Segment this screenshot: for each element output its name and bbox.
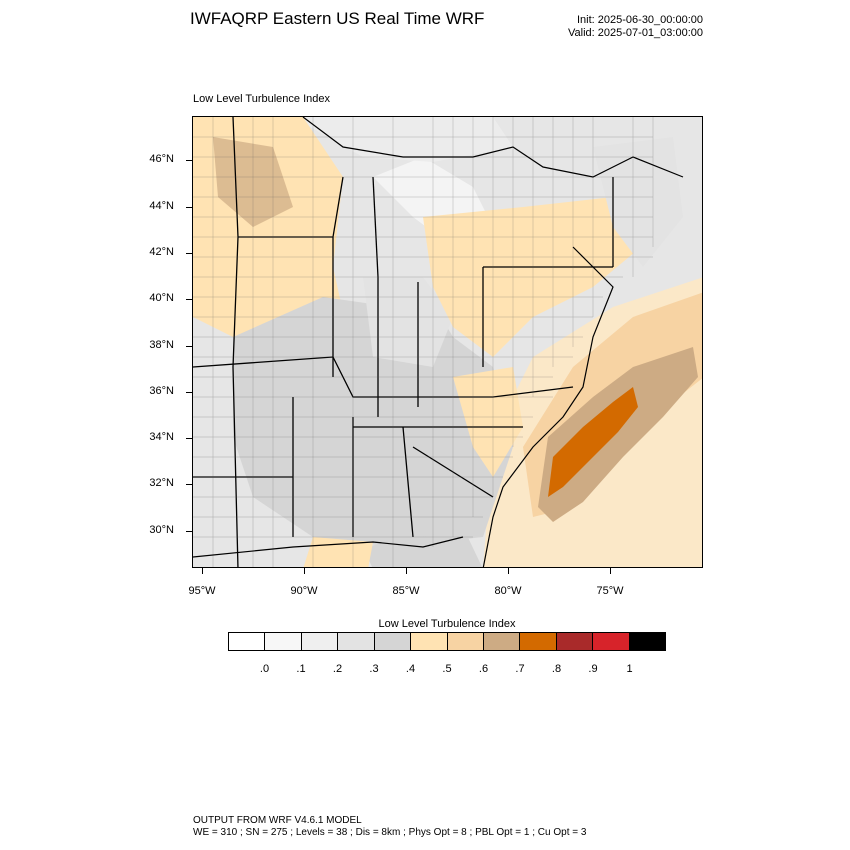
- colorbar-label: .8: [551, 663, 562, 675]
- lon-label: 75°W: [596, 585, 624, 597]
- colorbar-label: .6: [478, 663, 489, 675]
- gulf-coastline: [193, 536, 464, 558]
- colorbar-label: .3: [369, 663, 379, 675]
- colorbar-label: .7: [515, 663, 525, 675]
- lat-label: 42°N: [149, 246, 174, 258]
- colorbar-segment: [629, 633, 666, 650]
- lat-label: 46°N: [149, 153, 174, 165]
- lat-tick: [186, 207, 192, 208]
- chart-title: IWFAQRP Eastern US Real Time WRF: [190, 9, 485, 28]
- lat-tick: [186, 531, 192, 532]
- lon-tick: [406, 568, 407, 574]
- colorbar-segment: [593, 633, 630, 650]
- colorbar-segment: [520, 633, 557, 650]
- colorbar-segment: [229, 633, 266, 650]
- colorbar-segment: [556, 633, 594, 650]
- time-info: Init: 2025-06-30_00:00:00 Valid: 2025-07…: [568, 14, 703, 40]
- lon-tick: [508, 568, 509, 574]
- lat-label: 36°N: [149, 385, 174, 397]
- turbulence-orange-core: [548, 387, 638, 497]
- map-graphic: [193, 117, 702, 567]
- colorbar-segment: [338, 633, 375, 650]
- lat-tick: [186, 299, 192, 300]
- lat-tick: [186, 160, 192, 161]
- lat-label: 40°N: [149, 292, 174, 304]
- colorbar-label: .2: [332, 663, 343, 675]
- lat-label: 34°N: [149, 431, 174, 443]
- lon-tick: [304, 568, 305, 574]
- colorbar-segment: [483, 633, 521, 650]
- ocean-brown-region: [538, 347, 698, 522]
- valid-time: Valid: 2025-07-01_03:00:00: [568, 27, 703, 39]
- footer-model-line: OUTPUT FROM WRF V4.6.1 MODEL: [193, 815, 362, 826]
- map-panel: [192, 116, 703, 568]
- init-time: Init: 2025-06-30_00:00:00: [577, 14, 703, 26]
- colorbar-label: .0: [259, 663, 270, 675]
- lat-tick: [186, 392, 192, 393]
- lake-superior-area: [293, 117, 513, 162]
- colorbar-title: Low Level Turbulence Index: [378, 618, 516, 630]
- map-subtitle: Low Level Turbulence Index: [193, 93, 330, 105]
- lat-tick: [186, 346, 192, 347]
- lon-label: 90°W: [290, 585, 318, 597]
- colorbar-segment: [447, 633, 484, 650]
- canada-border: [302, 117, 684, 178]
- lon-label: 95°W: [188, 585, 216, 597]
- gulf-peach-region: [303, 537, 373, 567]
- colorbar-segment: [265, 633, 302, 650]
- colorbar-label: .5: [442, 663, 452, 675]
- lat-label: 44°N: [149, 200, 174, 212]
- land-gray-ohio: [363, 277, 453, 367]
- land-peach-southeast: [453, 367, 523, 477]
- lon-tick: [610, 568, 611, 574]
- county-boundaries: [193, 117, 654, 567]
- footer-params-line: WE = 310 ; SN = 275 ; Levels = 38 ; Dis …: [193, 827, 587, 838]
- colorbar-segment: [301, 633, 339, 650]
- lon-label: 85°W: [392, 585, 420, 597]
- lat-tick: [186, 438, 192, 439]
- atlantic-coastline: [482, 246, 614, 567]
- lat-label: 30°N: [149, 524, 174, 536]
- colorbar-segment: [374, 633, 412, 650]
- colorbar-segment: [411, 633, 448, 650]
- land-gray-newengland: [593, 137, 683, 267]
- lat-label: 38°N: [149, 339, 174, 351]
- colorbar-label: 1: [626, 663, 633, 675]
- lat-tick: [186, 253, 192, 254]
- footer: OUTPUT FROM WRF V4.6.1 MODEL WE = 310 ; …: [193, 815, 586, 839]
- lat-label: 32°N: [149, 477, 174, 489]
- colorbar: [228, 632, 666, 651]
- lat-tick: [186, 484, 192, 485]
- lon-label: 80°W: [494, 585, 522, 597]
- colorbar-label: .1: [296, 663, 306, 675]
- colorbar-label: .4: [405, 663, 416, 675]
- colorbar-label: .9: [588, 663, 598, 675]
- lon-tick: [202, 568, 203, 574]
